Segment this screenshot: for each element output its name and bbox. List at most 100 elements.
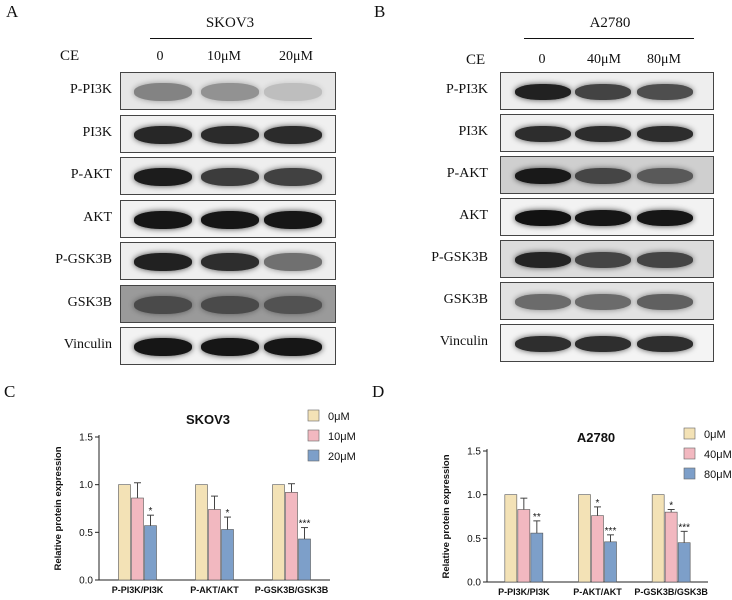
blot-band-a-1-2 [264,125,322,144]
bar [517,509,531,583]
blot-strip-b-0 [500,72,714,110]
blot-strip-a-2 [120,157,336,195]
blot-band-b-0-1 [575,84,631,100]
blot-band-b-1-1 [575,126,631,142]
bar [285,491,298,581]
panel-letter-c: C [4,382,16,401]
blot-band-b-2-2 [637,168,693,184]
blot-row-label-b-3: AKT [459,208,488,223]
blot-strip-a-4 [120,242,336,280]
legend-label: 40μM [704,449,732,461]
blot-band-b-3-1 [575,210,631,226]
blot-strip-b-1 [500,114,714,152]
blot-band-b-4-0 [515,252,571,268]
blot-band-a-5-0 [134,295,192,314]
x-tick-label: P-AKT/AKT [190,585,239,595]
legend-label: 0μM [704,429,726,441]
panel-letter-a: A [6,2,19,21]
significance-marker: * [596,498,600,509]
significance-marker: *** [678,522,690,533]
bar [578,494,591,583]
blot-band-b-5-0 [515,294,571,310]
bar [298,538,311,581]
blot-strip-a-0 [120,72,336,110]
blot-band-a-1-0 [134,125,192,144]
blot-row-label-a-6: Vinculin [63,337,112,352]
bar [131,497,144,581]
chart-title: A2780 [577,430,615,445]
x-tick-label: P-GSK3B/GSK3B [255,585,329,595]
y-tick-label: 1.5 [467,447,481,458]
blot-strip-b-3 [500,198,714,236]
blot-band-b-6-1 [575,336,631,352]
blot-band-a-5-1 [201,295,259,314]
blot-band-b-6-2 [637,336,693,352]
blot-band-b-4-2 [637,252,693,268]
bar [677,542,691,583]
bar [208,509,221,581]
blot-band-a-6-1 [201,338,259,356]
blot-band-a-4-1 [201,253,259,271]
bar [651,494,665,583]
blot-title-skov3: SKOV3 [205,15,255,31]
blot-band-b-1-0 [515,126,571,142]
blot-band-b-5-1 [575,294,631,310]
blot-strip-b-2 [500,156,714,194]
bar [664,511,678,583]
y-axis-label: Relative protein expression [53,446,64,570]
significance-marker: * [669,501,673,512]
legend-swatch [683,427,696,440]
blot-strip-a-1 [120,114,336,153]
bar-chart-a2780: A2780 0.0 0.5 1.0 1.5 Relative protein expres… [441,427,732,597]
bar [144,525,157,581]
treatment-label-a: CE [60,48,80,64]
blot-row-label-a-1: PI3K [82,124,112,140]
lane-label-b-1: 40μM [587,52,621,67]
blot-band-a-3-0 [134,210,192,229]
blot-row-label-a-3: AKT [83,209,112,225]
bar [591,515,604,583]
blot-title-a2780: A2780 [589,15,631,31]
blot-row-label-a-5: GSK3B [67,294,112,310]
blot-band-a-0-1 [201,83,259,101]
blot-band-a-6-2 [264,338,322,356]
blot-strip-b-4 [500,240,714,278]
blot-strip-b-5 [500,282,714,320]
x-tick-label: P-PI3K/PI3K [112,585,164,595]
legend-label: 10μM [328,431,356,443]
blot-row-label-a-4: P-GSK3B [55,252,112,267]
blot-row-label-b-2: P-AKT [446,166,488,181]
blot-row-label-b-4: P-GSK3B [431,250,488,265]
y-tick-label: 0.5 [79,528,93,539]
significance-marker: *** [299,519,311,530]
blot-title-rule-a [150,38,312,39]
blot-band-a-3-2 [264,210,322,229]
bar-chart-skov3: SKOV3 0.0 0.5 1.0 1.5 Relative protein expres… [53,409,356,595]
blot-band-a-0-0 [134,83,192,101]
panel-letter-b: B [374,2,386,21]
blot-band-b-0-2 [637,84,693,100]
blot-row-label-b-6: Vinculin [439,334,488,349]
legend-swatch [307,409,320,422]
legend-swatch [307,449,320,462]
blot-row-label-b-5: GSK3B [443,292,488,307]
blot-band-b-3-2 [637,210,693,226]
blot-band-a-2-2 [264,168,322,186]
blot-band-b-4-1 [575,252,631,268]
blot-band-b-2-1 [575,168,631,184]
y-tick-label: 0.0 [467,578,481,589]
blot-band-a-5-2 [264,295,322,314]
y-tick-label: 1.0 [79,480,93,491]
legend-label: 80μM [704,469,732,481]
treatment-label-b: CE [466,52,486,68]
bar [195,484,208,581]
blot-band-b-3-0 [515,210,571,226]
blot-strip-b-6 [500,324,714,362]
blot-strip-a-3 [120,199,336,238]
lane-label-b-2: 80μM [647,52,681,67]
bar [504,494,518,583]
blot-strip-a-5 [120,284,336,323]
significance-marker: ** [533,512,541,523]
blot-row-label-b-1: PI3K [458,124,488,139]
significance-marker: * [226,508,230,519]
